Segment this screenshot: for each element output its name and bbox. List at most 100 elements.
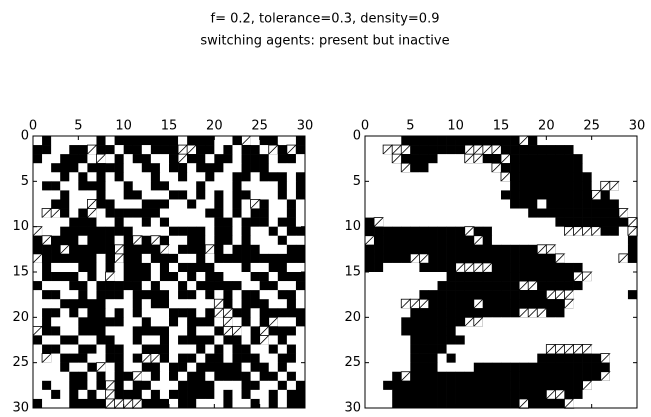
cell: [573, 190, 583, 200]
cell: [618, 389, 629, 400]
cell: [428, 380, 438, 391]
cell: [159, 172, 170, 182]
cell: [609, 308, 620, 318]
cell: [609, 163, 620, 173]
cell: [591, 317, 602, 327]
cell: [169, 226, 179, 237]
cell: [582, 136, 592, 146]
cell: [159, 272, 170, 282]
cell: [241, 371, 251, 382]
cell: [205, 262, 215, 273]
cell: [268, 136, 279, 146]
cell: [383, 281, 393, 291]
cell: [627, 190, 638, 200]
cell: [374, 253, 384, 264]
cell: [268, 172, 279, 182]
cell: [42, 398, 52, 409]
cell: [491, 335, 502, 345]
cell: [473, 199, 484, 209]
cell: [510, 244, 520, 255]
cell: [410, 145, 420, 155]
cell: [169, 290, 179, 300]
hatch-line: [364, 235, 375, 246]
cell: [365, 317, 375, 327]
cell: [437, 181, 447, 191]
hatch-line: [573, 344, 583, 354]
cell: [383, 299, 393, 309]
cell: [268, 163, 279, 173]
cell: [187, 335, 197, 345]
cell: [546, 154, 556, 164]
cell: [250, 244, 260, 255]
cell: [69, 154, 79, 164]
cell: [51, 226, 61, 237]
cell: [60, 344, 70, 354]
cell: [187, 317, 197, 327]
cell: [419, 398, 429, 409]
cell: [259, 235, 270, 246]
y-tick-label: 25: [12, 355, 29, 370]
cell: [501, 371, 511, 382]
cell: [591, 380, 602, 391]
cell: [105, 190, 115, 200]
cell: [582, 398, 592, 409]
cell: [60, 172, 70, 182]
cell: [268, 308, 279, 318]
cell: [437, 317, 447, 327]
cell: [214, 380, 224, 391]
cell: [446, 326, 456, 336]
hatch-line: [241, 135, 251, 146]
cell: [232, 389, 242, 400]
hatch-line: [259, 335, 270, 345]
cell: [428, 308, 438, 318]
cell: [401, 217, 411, 227]
cell: [232, 154, 242, 164]
cell: [501, 281, 511, 291]
cell: [528, 163, 538, 173]
cell: [618, 181, 629, 191]
cell: [169, 172, 179, 182]
cell: [528, 317, 538, 327]
cell: [241, 398, 251, 409]
cell: [501, 226, 511, 237]
cell: [223, 389, 233, 400]
cell: [537, 172, 547, 182]
cell: [437, 172, 447, 182]
cell: [600, 208, 611, 218]
cell: [250, 235, 260, 246]
cell: [519, 145, 529, 155]
cell: [286, 163, 297, 173]
cell: [618, 235, 629, 246]
cell: [277, 308, 288, 318]
cell: [618, 154, 629, 164]
cell: [150, 281, 161, 291]
cell: [537, 217, 547, 227]
cell: [178, 380, 188, 391]
cell: [159, 163, 170, 173]
cell: [491, 299, 502, 309]
cell: [501, 308, 511, 318]
cell: [401, 398, 411, 409]
cell: [277, 145, 288, 155]
cell: [419, 308, 429, 318]
cell: [141, 226, 152, 237]
cell: [501, 380, 511, 391]
cell: [591, 217, 602, 227]
cell: [383, 217, 393, 227]
cell: [437, 190, 447, 200]
cell: [591, 371, 602, 382]
hatch-line: [105, 271, 115, 282]
cell: [555, 371, 565, 382]
cell: [519, 317, 529, 327]
cell: [582, 281, 592, 291]
cell: [428, 244, 438, 255]
hatch-line: [627, 217, 638, 227]
hatch-line: [87, 144, 97, 155]
cell: [564, 154, 574, 164]
cell: [214, 389, 224, 400]
cell: [627, 335, 638, 345]
cell: [187, 253, 197, 264]
cell: [437, 253, 447, 264]
cell: [187, 262, 197, 273]
cell: [455, 154, 466, 164]
